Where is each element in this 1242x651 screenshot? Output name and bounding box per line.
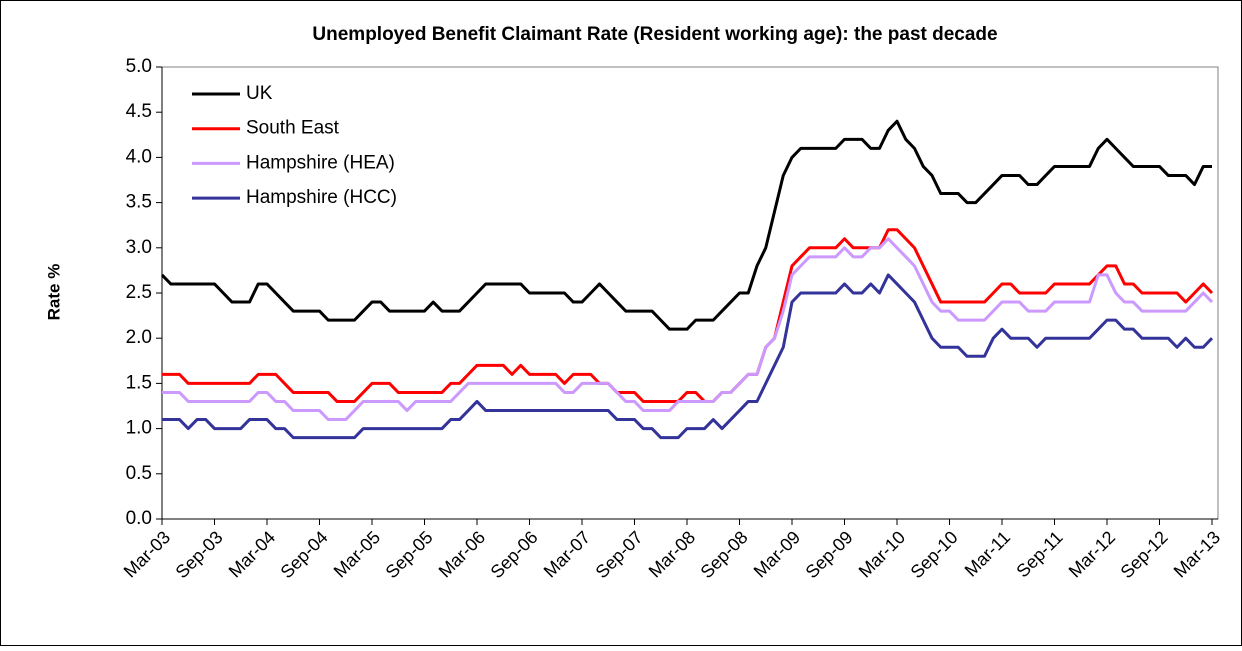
y-tick-label: 3.5: [126, 192, 152, 213]
y-tick-label: 1.5: [126, 372, 152, 393]
chart-title: Unemployed Benefit Claimant Rate (Reside…: [312, 24, 997, 45]
y-tick-label: 0.0: [126, 508, 152, 529]
y-tick-label: 2.0: [126, 327, 152, 348]
legend-label: UK: [246, 83, 273, 104]
y-tick-label: 3.0: [126, 237, 152, 258]
series-line: [162, 237, 1214, 422]
legend-label: South East: [246, 118, 340, 139]
y-tick-label: 4.0: [126, 146, 152, 167]
series-line: [160, 119, 1212, 331]
legend-label: Hampshire (HEA): [246, 152, 395, 173]
legend-label: Hampshire (HCC): [246, 187, 397, 208]
series-line: [162, 228, 1214, 403]
y-tick-label: 0.5: [126, 463, 152, 484]
y-tick-label: 5.0: [126, 56, 152, 77]
y-tick-label: 4.5: [126, 101, 152, 122]
series-line: [162, 273, 1214, 440]
y-axis-label: Rate %: [44, 264, 63, 321]
y-tick-label: 1.0: [126, 418, 152, 439]
y-tick-label: 2.5: [126, 282, 152, 303]
